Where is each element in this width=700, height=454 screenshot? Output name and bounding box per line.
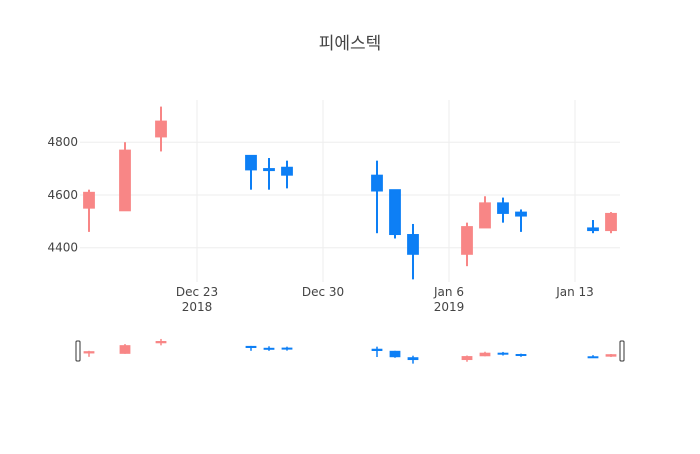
mini-candle-body xyxy=(407,357,419,361)
range-slider-right-handle[interactable] xyxy=(619,340,625,362)
candle-body xyxy=(83,191,95,209)
mini-candle-body xyxy=(245,345,257,348)
y-tick-label: 4600 xyxy=(47,188,78,202)
candle-body xyxy=(263,168,275,172)
candle-body xyxy=(515,211,527,217)
mini-candle xyxy=(461,355,473,362)
candles-layer xyxy=(83,106,617,280)
mini-candle-body xyxy=(515,354,527,357)
candle-body xyxy=(479,202,491,229)
mini-candle xyxy=(587,355,599,359)
candle-body xyxy=(281,166,293,176)
mini-candle xyxy=(479,351,491,357)
mini-candle-body xyxy=(281,347,293,350)
grid-layer xyxy=(80,100,620,282)
candle-body xyxy=(371,174,383,192)
candle-increasing xyxy=(155,106,167,152)
mini-candle xyxy=(605,354,617,358)
candle-decreasing xyxy=(587,220,599,234)
chart-title: 피에스텍 xyxy=(319,34,382,54)
candle-increasing xyxy=(479,196,491,229)
candle-increasing xyxy=(605,212,617,234)
mini-candle-body xyxy=(371,348,383,351)
range-slider-left-handle[interactable] xyxy=(75,340,81,362)
mini-candle-body xyxy=(83,351,95,354)
candle-body xyxy=(497,202,509,214)
mini-candle-body xyxy=(587,356,599,359)
mini-candle xyxy=(407,355,419,364)
candle-decreasing xyxy=(515,209,527,232)
x-tick-label: Jan 6 xyxy=(433,285,464,299)
mini-candle xyxy=(263,346,275,351)
mini-candle xyxy=(281,346,293,351)
candle-body xyxy=(587,227,599,232)
mini-candle-body xyxy=(605,354,617,357)
range-slider[interactable] xyxy=(75,332,625,370)
mini-candle xyxy=(515,353,527,357)
candle-decreasing xyxy=(407,223,419,280)
candle-decreasing xyxy=(245,154,257,190)
candle-body xyxy=(155,120,167,138)
candle-body xyxy=(407,234,419,255)
candle-decreasing xyxy=(389,189,401,239)
candle-increasing xyxy=(83,189,95,232)
candle-decreasing xyxy=(263,158,275,190)
mini-candle xyxy=(497,351,509,356)
mini-candle-body xyxy=(461,356,473,361)
candle-decreasing xyxy=(497,197,509,223)
candle-body xyxy=(119,149,131,212)
candle-increasing xyxy=(461,222,473,267)
range-slider-background xyxy=(80,332,620,370)
mini-candle-body xyxy=(155,341,167,344)
mini-candle-body xyxy=(119,345,131,354)
candle-increasing xyxy=(119,142,131,212)
candle-body xyxy=(605,212,617,232)
y-tick-label: 4400 xyxy=(47,241,78,255)
mini-candle xyxy=(245,345,257,351)
candle-decreasing xyxy=(281,160,293,189)
x-tick-label: Dec 23 xyxy=(176,285,218,299)
candle-body xyxy=(461,226,473,255)
mini-candle-body xyxy=(389,350,401,358)
mini-candle-body xyxy=(479,352,491,357)
x-tick-label: Dec 30 xyxy=(302,285,344,299)
candle-body xyxy=(389,189,401,236)
mini-candle xyxy=(389,350,401,358)
y-tick-label: 4800 xyxy=(47,135,78,149)
mini-candle xyxy=(371,346,383,358)
x-tick-sublabel: 2018 xyxy=(182,300,213,314)
candle-body xyxy=(245,154,257,171)
x-tick-label: Jan 13 xyxy=(555,285,594,299)
mini-candle xyxy=(155,338,167,346)
mini-candle-body xyxy=(497,352,509,355)
mini-candle xyxy=(83,350,95,357)
mini-candle-body xyxy=(263,347,275,350)
mini-candle xyxy=(119,344,131,354)
x-tick-sublabel: 2019 xyxy=(434,300,465,314)
candle-decreasing xyxy=(371,160,383,234)
